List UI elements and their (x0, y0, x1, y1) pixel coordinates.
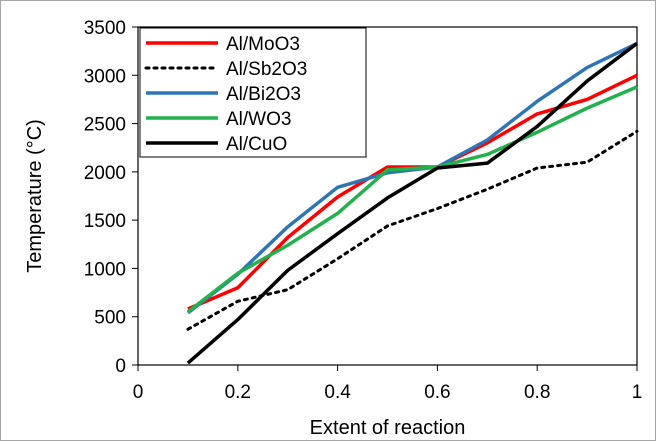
x-tick-label: 0 (133, 382, 144, 403)
legend-label: Al/Bi2O3 (226, 84, 301, 105)
legend-label: Al/CuO (226, 134, 287, 155)
legend-label: Al/Sb2O3 (226, 59, 307, 80)
legend-label: Al/MoO3 (226, 34, 300, 55)
y-tick-label: 3500 (84, 18, 126, 39)
x-tick-label: 0.2 (225, 382, 251, 403)
y-tick-label: 1500 (84, 211, 126, 232)
series-line-al-wo3 (186, 85, 638, 314)
y-axis-title: Temperature (°C) (24, 119, 46, 273)
x-axis-title: Extent of reaction (310, 417, 466, 439)
legend-label: Al/WO3 (226, 109, 291, 130)
y-tick-label: 500 (94, 308, 126, 329)
plot-area (137, 26, 638, 366)
x-tick-label: 0.6 (424, 382, 450, 403)
series-line-al-sb2o3 (186, 129, 639, 331)
y-tick-label: 0 (115, 356, 126, 377)
y-tick-label: 1000 (84, 259, 126, 280)
y-tick-label: 3000 (84, 66, 126, 87)
x-tick-label: 0.4 (324, 382, 351, 403)
series-line-al-cuo (186, 42, 639, 365)
plot-border (137, 26, 638, 366)
y-tick-label: 2000 (84, 163, 126, 184)
y-axis-ticks: 0 500 1000 1500 2000 2500 3000 3500 (84, 18, 138, 377)
series-lines (186, 41, 639, 365)
x-tick-label: 1 (632, 382, 643, 403)
x-axis-ticks: 0 0.2 0.4 0.6 0.8 1 (133, 365, 643, 403)
x-tick-label: 0.8 (524, 382, 550, 403)
y-tick-label: 2500 (84, 115, 126, 136)
legend: Al/MoO3 Al/Sb2O3 Al/Bi2O3 Al/WO3 Al/CuO (139, 27, 367, 158)
